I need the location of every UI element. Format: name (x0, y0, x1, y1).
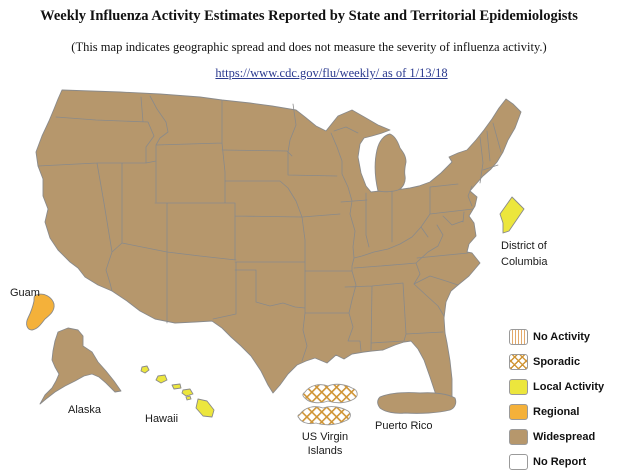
us-virgin-islands-label-line1: US Virgin (301, 431, 349, 443)
district-of-columbia-shape (499, 196, 525, 234)
us-virgin-islands-label: US Virgin Islands (290, 430, 360, 458)
source-link-row: https://www.cdc.gov/flu/weekly/ as of 1/… (45, 64, 618, 82)
puerto-rico-label: Puerto Rico (375, 420, 433, 432)
district-of-columbia-label: District of Columbia (501, 238, 547, 270)
hawaii-label: Hawaii (145, 413, 179, 425)
regional-swatch-icon (509, 403, 528, 420)
legend-label: Sporadic (533, 355, 581, 368)
hawaii-islands (140, 365, 215, 418)
legend-label: No Activity (533, 330, 591, 343)
guam-label: Guam (10, 287, 40, 299)
widespread-swatch-icon (509, 428, 528, 445)
legend-label: Local Activity (533, 380, 605, 393)
no-report-swatch-icon (509, 453, 528, 470)
alaska-label: Alaska (68, 404, 102, 416)
us-virgin-islands-label-line2: Islands (307, 445, 343, 457)
local-activity-swatch-icon (509, 378, 528, 395)
district-of-columbia-label-line1: District of (501, 240, 547, 252)
legend-item-no-report: No Report (509, 453, 604, 470)
michigan-mitten (374, 133, 407, 193)
legend-label: Regional (533, 405, 580, 418)
no-activity-swatch-icon (509, 328, 528, 345)
cdc-weekly-link[interactable]: https://www.cdc.gov/flu/weekly/ as of 1/… (215, 66, 448, 80)
legend-label: Widespread (533, 430, 596, 443)
contiguous-us-widespread (35, 89, 522, 411)
activity-legend: No Activity Sporadic Local Activity Regi… (509, 328, 605, 470)
guam-shape (26, 293, 55, 331)
legend-item-no-activity: No Activity (509, 328, 604, 345)
legend-item-widespread: Widespread (509, 428, 604, 445)
district-of-columbia-label-line2: Columbia (501, 256, 548, 268)
sporadic-swatch-icon (509, 353, 528, 370)
alaska-shape (39, 327, 122, 405)
state-borders (37, 95, 502, 362)
page-subtitle: (This map indicates geographic spread an… (71, 40, 547, 54)
legend-item-local-activity: Local Activity (509, 378, 605, 395)
page-title: Weekly Influenza Activity Estimates Repo… (40, 8, 578, 24)
puerto-rico-shape (377, 392, 457, 414)
legend-item-regional: Regional (509, 403, 604, 420)
legend-item-sporadic: Sporadic (509, 353, 604, 370)
legend-label: No Report (533, 455, 587, 468)
us-virgin-islands-shape-north (302, 383, 358, 404)
us-virgin-islands-shape-south (297, 406, 351, 426)
